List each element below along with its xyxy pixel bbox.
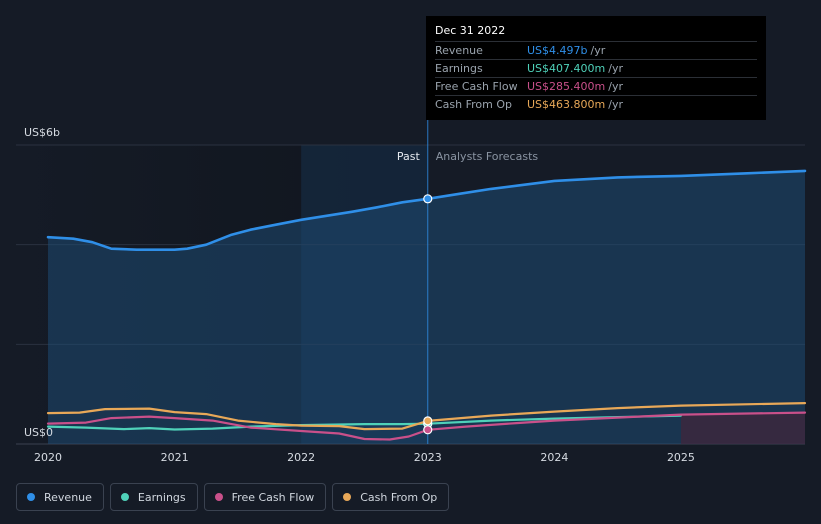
tooltip-row-unit: /yr [608,98,623,111]
legend-label: Free Cash Flow [231,490,315,504]
legend: Revenue Earnings Free Cash Flow Cash From O… [16,483,450,511]
tooltip-row-label: Revenue [435,44,483,57]
legend-item-earnings[interactable]: Earnings [109,483,198,511]
marker-cash-from-op [423,416,433,426]
y-axis-top-label: US$6b [24,126,60,139]
legend-dot-icon [120,493,129,501]
tooltip-row: Earnings US$407.400m/yr [435,60,757,78]
series-line-free-cash-flow [46,411,807,441]
legend-dot-icon [27,493,35,501]
legend-item-revenue[interactable]: Revenue [16,483,104,511]
tooltip-row-unit: /yr [590,44,606,57]
legend-item-free-cash-flow[interactable]: Free Cash Flow [203,483,327,511]
tooltip-row-value: US$285.400m [527,80,606,93]
tooltip: Dec 31 2022 Revenue US$4.497b/yr Earnings U… [426,16,766,120]
x-tick-label: 2023 [414,451,442,464]
x-tick-label: 2020 [34,451,62,464]
tooltip-row-unit: /yr [608,62,623,75]
y-axis-bottom-label: US$0 [24,426,53,439]
forecast-label: Analysts Forecasts [436,150,539,163]
tooltip-row: Revenue US$4.497b/yr [435,42,757,60]
x-tick-label: 2022 [287,451,315,464]
tooltip-row-label: Free Cash Flow [435,80,518,93]
tooltip-row-value: US$407.400m [527,62,606,75]
legend-item-cash-from-op[interactable]: Cash From Op [332,483,450,511]
tooltip-row: Cash From Op US$463.800m/yr [435,96,757,113]
tooltip-row-label: Earnings [435,62,483,75]
series-line-cash-from-op [46,402,807,431]
legend-label: Revenue [44,490,92,504]
revenue-area [48,170,805,444]
legend-label: Cash From Op [360,490,438,504]
tooltip-row: Free Cash Flow US$285.400m/yr [435,78,757,96]
legend-label: Earnings [137,490,186,504]
tooltip-row-value: US$4.497b [527,44,588,57]
marker-revenue [423,194,433,204]
legend-dot-icon [214,493,223,501]
tooltip-date: Dec 31 2022 [435,24,757,42]
past-label: Past [397,150,421,163]
x-tick-label: 2024 [540,451,568,464]
tooltip-row-unit: /yr [608,80,623,93]
x-tick-label: 2021 [161,451,189,464]
x-tick-label: 2025 [667,451,695,464]
fcf-forecast-area [680,412,805,444]
tooltip-row-value: US$463.800m [527,98,606,111]
series-line-revenue [46,169,807,251]
legend-dot-icon [343,493,352,501]
marker-free-cash-flow [423,425,433,435]
tooltip-row-label: Cash From Op [435,98,513,111]
